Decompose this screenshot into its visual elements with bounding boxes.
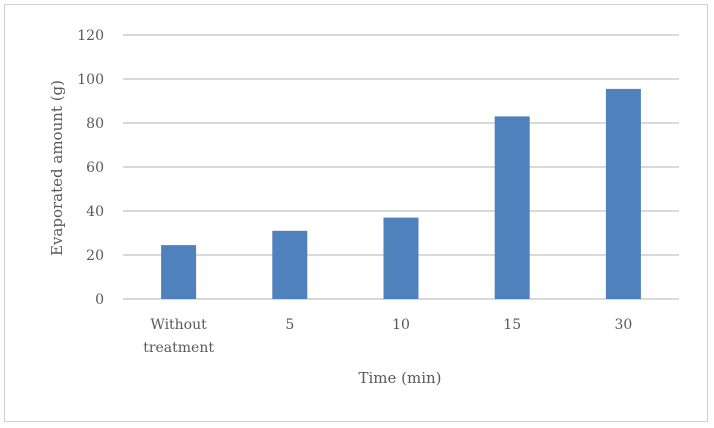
- bar-2: [383, 217, 419, 299]
- bar-3: [494, 116, 530, 300]
- y-tick-label: 0: [95, 292, 104, 308]
- gridlines: [123, 34, 679, 300]
- x-tick-label: 5: [285, 317, 294, 333]
- y-axis-ticks: 0 20 40 60 80 100 120: [77, 28, 104, 308]
- y-tick-label: 120: [77, 28, 104, 44]
- y-tick-label: 60: [86, 160, 104, 176]
- x-tick-label: 10: [392, 317, 410, 333]
- y-axis-title: Evaporated amount (g): [48, 80, 66, 256]
- x-tick-label: Without treatment: [143, 317, 214, 356]
- bar-4: [605, 88, 641, 300]
- y-tick-label: 20: [86, 248, 104, 264]
- chart-frame: [4, 4, 708, 422]
- y-tick-label: 100: [77, 72, 104, 88]
- x-axis-ticks: Without treatment 5 10 15 30: [143, 317, 632, 356]
- x-tick-label: 30: [614, 317, 632, 333]
- bars: [161, 88, 641, 300]
- bar-1: [272, 230, 308, 299]
- y-tick-label: 80: [86, 116, 104, 132]
- bar-0: [161, 245, 197, 299]
- x-tick-label: 15: [503, 317, 521, 333]
- x-axis-title: Time (min): [358, 369, 441, 387]
- y-tick-label: 40: [86, 204, 104, 220]
